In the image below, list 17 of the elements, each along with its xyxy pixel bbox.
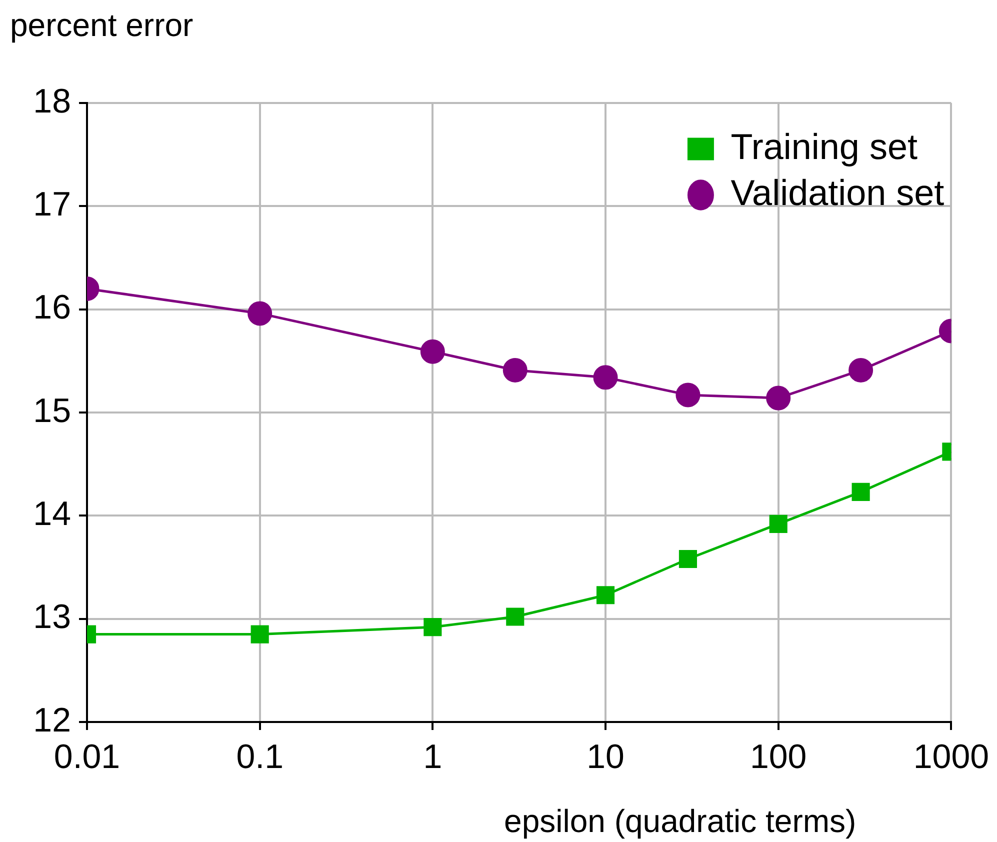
legend-label: Training set [730,126,918,167]
x-tick-label: 1000 [913,738,989,776]
x-tick-label: 100 [750,738,807,776]
y-tick-label: 16 [33,288,71,327]
y-axis-title: percent error [10,7,194,43]
legend-label: Validation set [730,172,944,213]
x-tick-label: 0.01 [54,738,120,776]
y-tick-label: 14 [33,495,71,534]
x-axis-title: epsilon (quadratic terms) [504,803,856,839]
y-tick-label: 12 [33,701,71,740]
x-tick-label: 0.1 [236,738,284,776]
x-tick-label: 10 [586,738,624,776]
y-tick-label: 13 [33,598,71,636]
x-tick-label: 1 [423,738,442,776]
y-tick-label: 18 [33,82,71,120]
y-tick-label: 15 [33,392,71,430]
y-tick-label: 17 [33,186,71,224]
